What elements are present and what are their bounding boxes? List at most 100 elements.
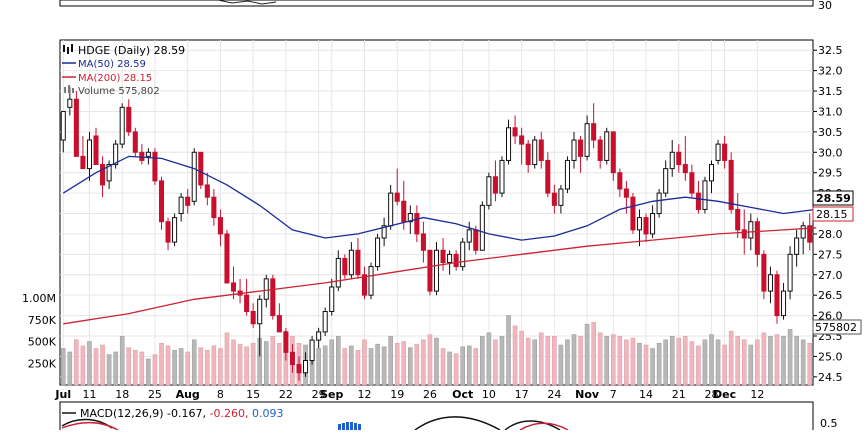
volume-bar: [748, 344, 754, 386]
top-panel-line: [217, 0, 277, 5]
date-tick-label: 26: [423, 388, 437, 401]
volume-bar: [715, 339, 721, 386]
candle-body: [479, 204, 485, 251]
macd-value: -0.167,: [167, 407, 206, 420]
date-tick-label: Dec: [713, 388, 736, 401]
candle-body: [86, 139, 92, 170]
date-tick-label: 21: [672, 388, 686, 401]
candle-body: [158, 180, 165, 223]
volume-bar: [355, 349, 361, 386]
volume-bar: [165, 345, 171, 386]
volume-bar: [774, 334, 780, 386]
volume-tick-label: 250K: [28, 357, 57, 370]
date-tick-label: 29: [312, 388, 326, 401]
volume-icon-bar-2: [68, 85, 70, 93]
candle-body: [217, 217, 223, 235]
volume-bar: [755, 339, 760, 386]
volume-bar: [159, 343, 164, 386]
candle-body: [767, 274, 773, 292]
candle-body: [329, 286, 335, 313]
last-price-tag: 28.59: [812, 190, 854, 206]
volume-bar: [611, 334, 616, 386]
volume-bar: [643, 344, 649, 386]
candle-body: [355, 249, 361, 276]
date-tick-label: 18: [115, 388, 129, 401]
macd-line-3: [504, 420, 561, 431]
volume-bar: [794, 336, 799, 386]
volume-bar: [375, 343, 380, 386]
volume-bar: [453, 353, 459, 386]
candle-body: [800, 225, 806, 239]
volume-tick-label: 500K: [28, 336, 57, 349]
volume-bar: [342, 348, 348, 386]
candle-body: [695, 192, 701, 210]
candle-body: [80, 155, 86, 170]
price-tick-label: 25.0: [818, 350, 843, 363]
candle-body: [519, 135, 525, 145]
chart-legend: HDGE (Daily) 28.59 MA(50) 28.59 MA(200) …: [62, 44, 185, 97]
volume-bars: [60, 315, 813, 386]
price-tick-label: 24.5: [818, 371, 843, 384]
price-tick-label: 31.0: [818, 105, 843, 118]
top-panel-tick: 30: [818, 0, 832, 12]
candle-body: [558, 188, 564, 206]
candle-body: [643, 217, 649, 235]
candle-body: [538, 139, 544, 161]
volume-bar: [650, 348, 655, 386]
candle-body: [368, 266, 374, 296]
volume-bar: [401, 341, 407, 386]
volume-bar: [231, 339, 236, 386]
legend-symbol-title: HDGE (Daily) 28.59: [78, 44, 185, 57]
symbol-icon: [63, 44, 73, 54]
date-tick-label: 25: [148, 388, 162, 401]
candle-body: [381, 225, 387, 239]
volume-bar: [761, 332, 767, 386]
volume-bar: [807, 343, 813, 386]
candle-body: [578, 139, 584, 157]
candle-body: [145, 151, 151, 157]
candle-body: [447, 253, 453, 264]
date-tick-label: 12: [750, 388, 764, 401]
candle-body: [564, 159, 570, 190]
date-tick-label: 10: [482, 388, 496, 401]
volume-bar: [263, 341, 269, 386]
date-tick-label: 11: [82, 388, 96, 401]
volume-bar: [702, 339, 708, 386]
volume-bar: [584, 323, 590, 386]
top-panel-frame: [59, 0, 814, 7]
symbol-icon-bar-3: [71, 44, 73, 52]
volume-bar: [93, 348, 99, 386]
candle-body: [172, 217, 178, 243]
macd-tick: 0.5: [820, 417, 838, 430]
candle-body: [257, 298, 263, 325]
candle-body: [309, 339, 315, 362]
candle-body: [185, 196, 191, 206]
volume-bar: [552, 336, 557, 386]
volume-bar: [800, 339, 806, 386]
volume-bar: [741, 339, 747, 386]
candle-body: [532, 139, 538, 166]
candle-body: [807, 225, 813, 243]
price-tick-label: 26.5: [818, 289, 843, 302]
volume-bar: [683, 336, 688, 386]
date-tick-label: 7: [610, 388, 617, 401]
volume-bar: [493, 339, 498, 386]
volume-bar: [414, 343, 420, 386]
candle-body: [473, 229, 479, 251]
candle-body: [139, 151, 145, 161]
candle-body: [722, 143, 728, 161]
price-tick-label: 27.5: [818, 248, 843, 261]
candle-body: [761, 253, 767, 292]
candle-body: [211, 196, 217, 219]
candle-body: [682, 164, 688, 174]
volume-bar: [119, 336, 125, 386]
candle-body: [591, 123, 597, 141]
candle-body: [407, 213, 413, 223]
last-price-label: 28.59: [816, 192, 851, 205]
macd-name: MACD(12,26,9): [80, 407, 164, 420]
candle-body: [604, 131, 610, 161]
volume-bar: [735, 336, 740, 386]
symbol-icon-bar-2: [67, 47, 69, 54]
